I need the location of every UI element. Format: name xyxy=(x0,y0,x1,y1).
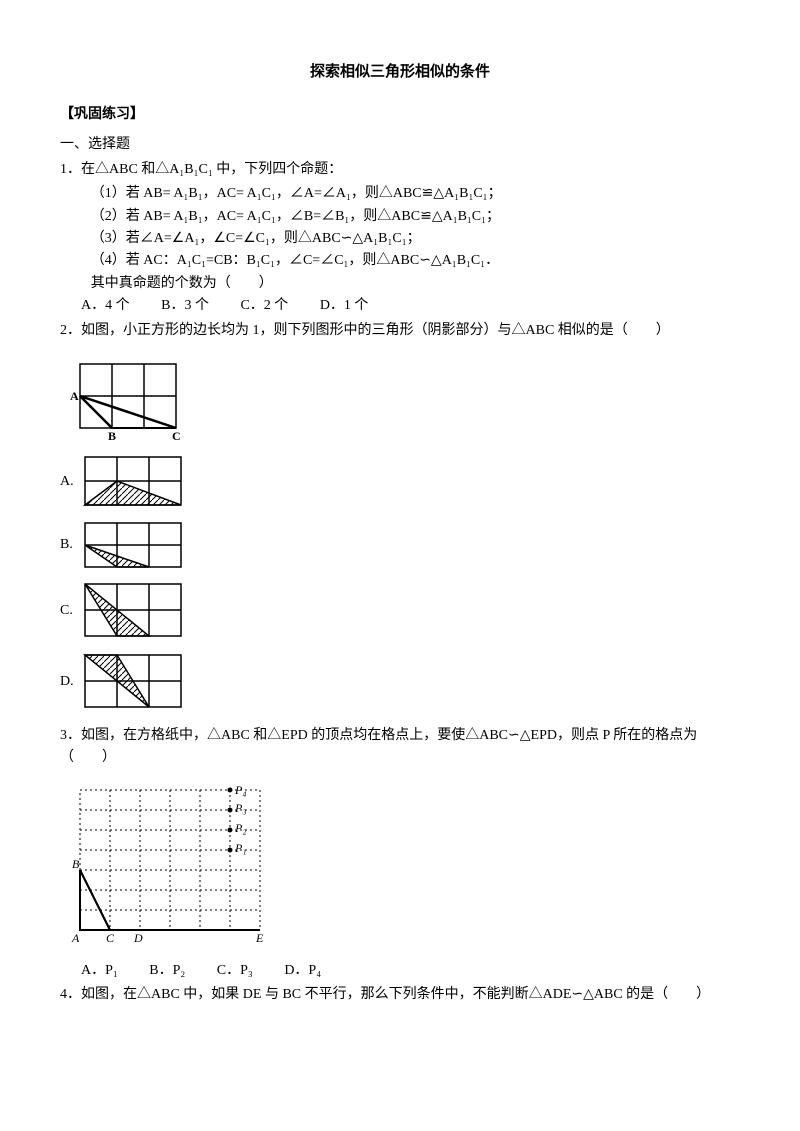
label-P3: P₃ xyxy=(234,801,247,815)
q1-choice-b: B．3 个 xyxy=(161,295,209,317)
q2-optD-fig xyxy=(80,650,190,715)
q1-tail: 其中真命题的个数为（ ） xyxy=(91,273,740,295)
q1-choice-a: A．4 个 xyxy=(81,295,130,317)
label-A2: A xyxy=(71,931,80,945)
practice-header: 【巩固练习】 xyxy=(60,104,740,126)
page-title: 探索相似三角形相似的条件 xyxy=(60,60,740,84)
label-P1: P₁ xyxy=(234,841,247,855)
q4-stem: 4．如图，在△ABC 中，如果 DE 与 BC 不平行，那么下列条件中，不能判断… xyxy=(60,984,740,1006)
label-B2: B xyxy=(72,857,80,871)
q3-choice-b: B．P₂ xyxy=(149,960,185,982)
label-D2: D xyxy=(133,931,143,945)
q2-optB-label: B. xyxy=(60,534,80,556)
label-C: C xyxy=(172,429,181,442)
q3-stem: 3．如图，在方格纸中，△ABC 和△EPD 的顶点均在格点上，要使△ABC∽△E… xyxy=(60,725,740,770)
q2-optC-label: C. xyxy=(60,600,80,622)
label-B: B xyxy=(108,429,116,442)
q1-choice-d: D．1 个 xyxy=(320,295,369,317)
q1-s3: （3）若∠A=∠A₁，∠C=∠C₁，则△ABC∽△A₁B₁C₁； xyxy=(91,228,740,250)
label-E2: E xyxy=(255,931,264,945)
label-A: A xyxy=(70,389,79,403)
q1-s2: （2）若 AB= A₁B₁，AC= A₁C₁，∠B=∠B₁，则△ABC≌△A₁B… xyxy=(91,206,740,228)
subsection-header: 一、选择题 xyxy=(60,134,740,156)
q3-choice-a: A．P₁ xyxy=(81,960,118,982)
q2-options: A. B. xyxy=(60,452,740,715)
q1-stem: 1．在△ABC 和△A₁B₁C₁ 中，下列四个命题： xyxy=(60,159,740,181)
q2-optC-fig xyxy=(80,579,190,644)
q3-choice-c: C．P₃ xyxy=(217,960,253,982)
q2-optA-fig xyxy=(80,452,190,512)
q1-choice-c: C．2 个 xyxy=(240,295,288,317)
label-C2: C xyxy=(106,931,115,945)
q1-s4: （4）若 AC：A₁C₁=CB：B₁C₁，∠C=∠C₁，则△ABC∽△A₁B₁C… xyxy=(91,250,740,272)
q2-optD-label: D. xyxy=(60,671,80,693)
label-P4: P₄ xyxy=(234,783,247,797)
q2-optB-fig xyxy=(80,518,190,573)
q1-s1: （1）若 AB= A₁B₁，AC= A₁C₁，∠A=∠A₁，则△ABC≌△A₁B… xyxy=(91,183,740,205)
q3-figure: P₁ P₂ P₃ P₄ A B C D E xyxy=(60,780,740,950)
q3-choice-d: D．P₄ xyxy=(284,960,321,982)
q2-stem: 2．如图，小正方形的边长均为 1，则下列图形中的三角形（阴影部分）与△ABC 相… xyxy=(60,320,740,342)
q2-figure: A B C xyxy=(60,352,740,442)
label-P2: P₂ xyxy=(234,821,247,835)
q2-optA-label: A. xyxy=(60,471,80,493)
